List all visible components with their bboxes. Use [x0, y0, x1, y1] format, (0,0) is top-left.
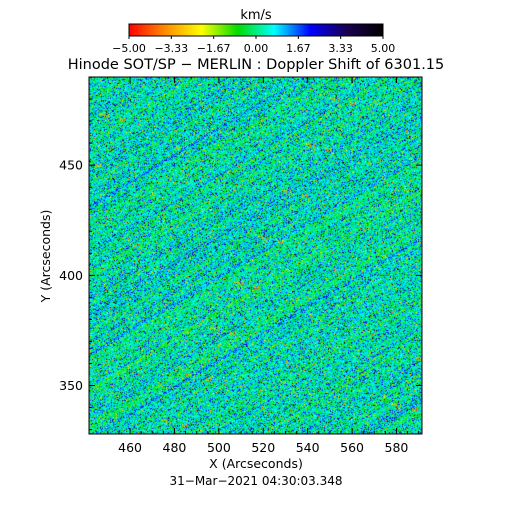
plot-frame: [88, 76, 423, 435]
colorbar-tick-label: 5.00: [371, 42, 396, 55]
x-axis-label: X (Arcseconds): [209, 456, 303, 471]
colorbar-tick-label: −3.33: [154, 42, 188, 55]
axis-ticks: 460 480 500 520 540 560 580 350 400 450: [59, 77, 422, 455]
colorbar-tick-label: 0.00: [244, 42, 269, 55]
x-tick-label: 460: [118, 440, 142, 455]
colorbar: [128, 23, 384, 37]
colorbar-tick-label: 1.67: [286, 42, 311, 55]
y-tick-label: 450: [59, 158, 83, 173]
x-tick-label: 500: [207, 440, 231, 455]
y-tick-label: 350: [59, 378, 83, 393]
x-tick-label: 480: [163, 440, 187, 455]
chart-title: Hinode SOT/SP − MERLIN : Doppler Shift o…: [68, 57, 445, 73]
colorbar-tick-label: −1.67: [197, 42, 231, 55]
y-axis-label: Y (Arcseconds): [38, 210, 53, 304]
colorbar-unit-label: km/s: [240, 8, 272, 23]
doppler-heatmap-image: [89, 77, 422, 434]
x-tick-label: 520: [251, 440, 275, 455]
timestamp: 31−Mar−2021 04:30:03.348: [170, 474, 343, 488]
colorbar-tick-label: −5.00: [112, 42, 146, 55]
x-tick-label: 540: [296, 440, 320, 455]
doppler-heatmap: [89, 77, 422, 434]
colorbar-tick-label: 3.33: [328, 42, 353, 55]
x-tick-label: 560: [340, 440, 364, 455]
x-tick-label: 580: [385, 440, 409, 455]
y-tick-label: 400: [59, 268, 83, 283]
colorbar-ticks: −5.00 −3.33 −1.67 0.00 1.67 3.33 5.00: [112, 36, 395, 55]
